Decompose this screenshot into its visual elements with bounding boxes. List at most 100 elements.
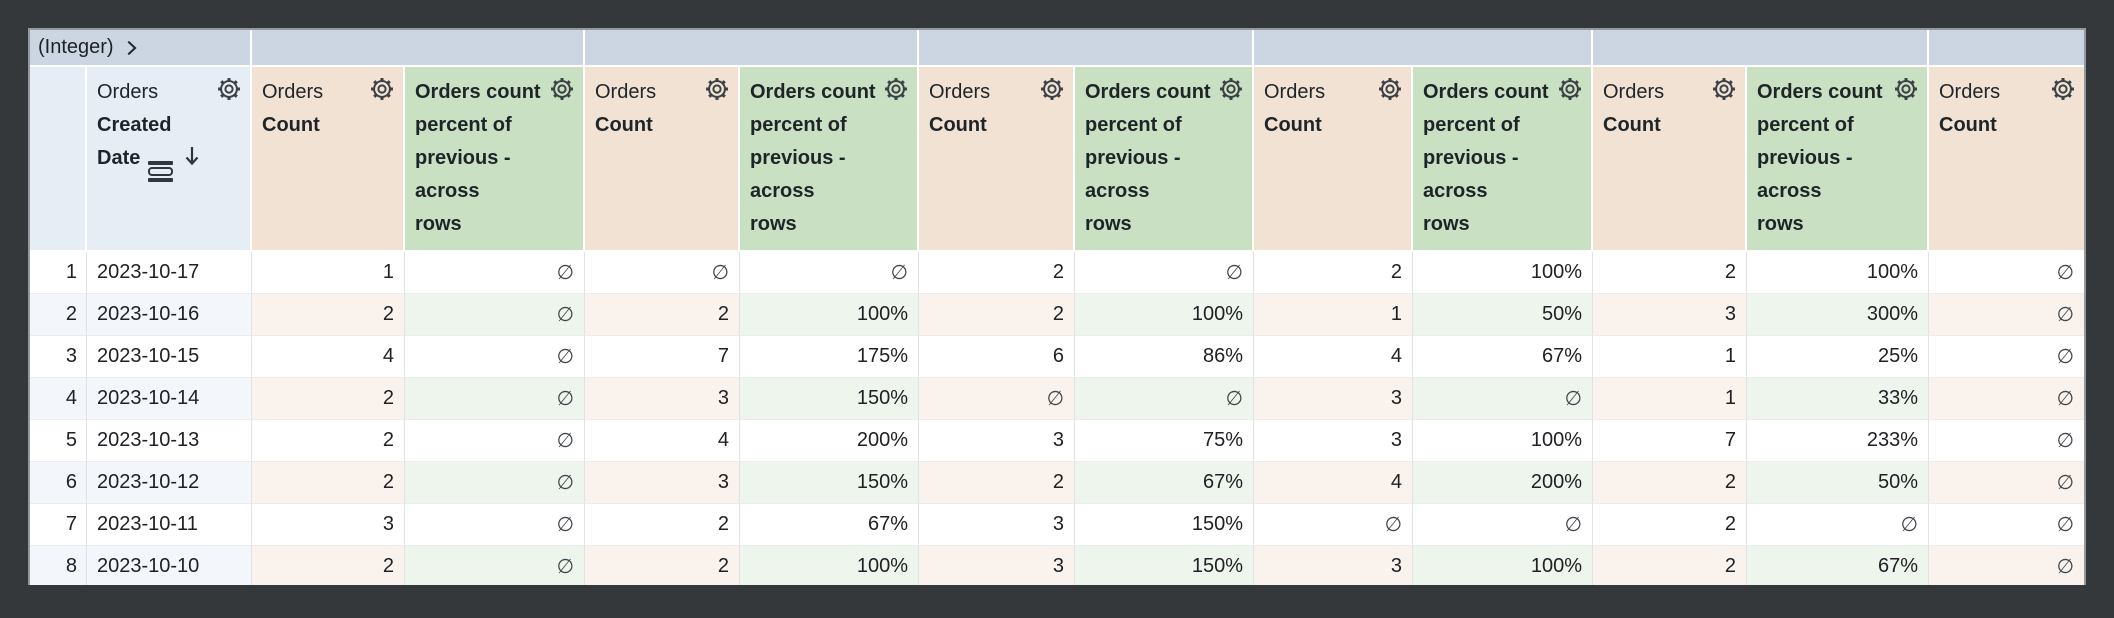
percent-of-previous-cell[interactable]: ∅ [1075, 252, 1254, 294]
count-cell[interactable]: 2 [1254, 252, 1413, 294]
count-cell[interactable]: ∅ [1929, 252, 2084, 294]
count-cell[interactable]: 2 [585, 504, 740, 546]
count-cell[interactable]: ∅ [585, 252, 740, 294]
percent-of-previous-cell[interactable]: 100% [740, 546, 919, 585]
percent-of-previous-cell[interactable]: 233% [1747, 420, 1929, 462]
count-cell[interactable]: 2 [252, 378, 405, 420]
column-header-orders-count-2[interactable]: Orders Count [585, 67, 740, 252]
column-header-orders-count-1[interactable]: Orders Count [252, 67, 405, 252]
percent-of-previous-cell[interactable]: 100% [1413, 546, 1593, 585]
count-cell[interactable]: 3 [919, 420, 1075, 462]
count-cell[interactable]: 3 [919, 546, 1075, 585]
gear-icon[interactable] [1376, 75, 1404, 103]
column-header-orders-count-4[interactable]: Orders Count [1254, 67, 1413, 252]
count-cell[interactable]: 3 [1254, 546, 1413, 585]
gear-icon[interactable] [1892, 75, 1920, 103]
percent-of-previous-cell[interactable]: 150% [740, 462, 919, 504]
percent-of-previous-cell[interactable]: 150% [1075, 546, 1254, 585]
count-cell[interactable]: 4 [1254, 336, 1413, 378]
percent-of-previous-cell[interactable]: ∅ [405, 336, 585, 378]
count-cell[interactable]: 4 [252, 336, 405, 378]
percent-of-previous-cell[interactable]: ∅ [405, 504, 585, 546]
percent-of-previous-cell[interactable]: 67% [740, 504, 919, 546]
count-cell[interactable]: ∅ [1929, 294, 2084, 336]
count-cell[interactable]: ∅ [919, 378, 1075, 420]
gear-icon[interactable] [703, 75, 731, 103]
count-cell[interactable]: 3 [919, 504, 1075, 546]
count-cell[interactable]: ∅ [1929, 462, 2084, 504]
percent-of-previous-cell[interactable]: 67% [1413, 336, 1593, 378]
count-cell[interactable]: ∅ [1929, 504, 2084, 546]
percent-of-previous-cell[interactable]: 100% [1747, 252, 1929, 294]
count-cell[interactable]: 2 [1593, 462, 1747, 504]
percent-of-previous-cell[interactable]: 75% [1075, 420, 1254, 462]
count-cell[interactable]: 3 [1254, 420, 1413, 462]
percent-of-previous-cell[interactable]: 200% [1413, 462, 1593, 504]
date-cell[interactable]: 2023-10-16 [87, 294, 252, 336]
percent-of-previous-cell[interactable]: 100% [740, 294, 919, 336]
count-cell[interactable]: 2 [252, 420, 405, 462]
pivot-field-cell[interactable]: (Integer) [30, 30, 252, 67]
count-cell[interactable]: 6 [919, 336, 1075, 378]
gear-icon[interactable] [548, 75, 576, 103]
percent-of-previous-cell[interactable]: 67% [1075, 462, 1254, 504]
count-cell[interactable]: 1 [252, 252, 405, 294]
percent-of-previous-cell[interactable]: 175% [740, 336, 919, 378]
percent-of-previous-cell[interactable]: 33% [1747, 378, 1929, 420]
count-cell[interactable]: 2 [252, 294, 405, 336]
count-cell[interactable]: 1 [1254, 294, 1413, 336]
count-cell[interactable]: ∅ [1254, 504, 1413, 546]
date-cell[interactable]: 2023-10-13 [87, 420, 252, 462]
date-cell[interactable]: 2023-10-17 [87, 252, 252, 294]
count-cell[interactable]: 2 [585, 294, 740, 336]
gear-icon[interactable] [1556, 75, 1584, 103]
percent-of-previous-cell[interactable]: ∅ [1413, 378, 1593, 420]
column-header-orders-count-6[interactable]: Orders Count [1929, 67, 2084, 252]
column-header-orders-count-percent-previous-2[interactable]: Orders count percent of previous - acros… [740, 67, 919, 252]
count-cell[interactable]: 2 [252, 546, 405, 585]
count-cell[interactable]: 2 [919, 294, 1075, 336]
chevron-right-icon[interactable] [120, 37, 142, 59]
percent-of-previous-cell[interactable]: ∅ [405, 462, 585, 504]
count-cell[interactable]: 7 [1593, 420, 1747, 462]
count-cell[interactable]: 3 [252, 504, 405, 546]
percent-of-previous-cell[interactable]: 67% [1747, 546, 1929, 585]
count-cell[interactable]: 2 [585, 546, 740, 585]
percent-of-previous-cell[interactable]: ∅ [405, 378, 585, 420]
date-cell[interactable]: 2023-10-14 [87, 378, 252, 420]
count-cell[interactable]: 2 [1593, 252, 1747, 294]
percent-of-previous-cell[interactable]: 200% [740, 420, 919, 462]
date-cell[interactable]: 2023-10-12 [87, 462, 252, 504]
percent-of-previous-cell[interactable]: 150% [1075, 504, 1254, 546]
column-header-orders-count-percent-previous-4[interactable]: Orders count percent of previous - acros… [1413, 67, 1593, 252]
percent-of-previous-cell[interactable]: ∅ [405, 546, 585, 585]
column-header-orders-count-percent-previous-1[interactable]: Orders count percent of previous - acros… [405, 67, 585, 252]
date-cell[interactable]: 2023-10-15 [87, 336, 252, 378]
percent-of-previous-cell[interactable]: 50% [1747, 462, 1929, 504]
gear-icon[interactable] [215, 75, 243, 103]
count-cell[interactable]: 1 [1593, 336, 1747, 378]
gear-icon[interactable] [2049, 75, 2077, 103]
percent-of-previous-cell[interactable]: 25% [1747, 336, 1929, 378]
count-cell[interactable]: 1 [1593, 378, 1747, 420]
count-cell[interactable]: 2 [1593, 504, 1747, 546]
count-cell[interactable]: 3 [1254, 378, 1413, 420]
column-header-orders-count-3[interactable]: Orders Count [919, 67, 1075, 252]
count-cell[interactable]: 4 [1254, 462, 1413, 504]
count-cell[interactable]: 2 [252, 462, 405, 504]
count-cell[interactable]: 3 [585, 462, 740, 504]
percent-of-previous-cell[interactable]: ∅ [1747, 504, 1929, 546]
date-cell[interactable]: 2023-10-10 [87, 546, 252, 585]
count-cell[interactable]: 7 [585, 336, 740, 378]
percent-of-previous-cell[interactable]: ∅ [405, 420, 585, 462]
column-header-orders-count-percent-previous-3[interactable]: Orders count percent of previous - acros… [1075, 67, 1254, 252]
gear-icon[interactable] [368, 75, 396, 103]
percent-of-previous-cell[interactable]: ∅ [740, 252, 919, 294]
gear-icon[interactable] [882, 75, 910, 103]
count-cell[interactable]: 2 [919, 252, 1075, 294]
column-header-orders-created-date[interactable]: Orders Created Date [87, 67, 252, 252]
count-cell[interactable]: 3 [585, 378, 740, 420]
count-cell[interactable]: 3 [1593, 294, 1747, 336]
count-cell[interactable]: 2 [1593, 546, 1747, 585]
gear-icon[interactable] [1710, 75, 1738, 103]
